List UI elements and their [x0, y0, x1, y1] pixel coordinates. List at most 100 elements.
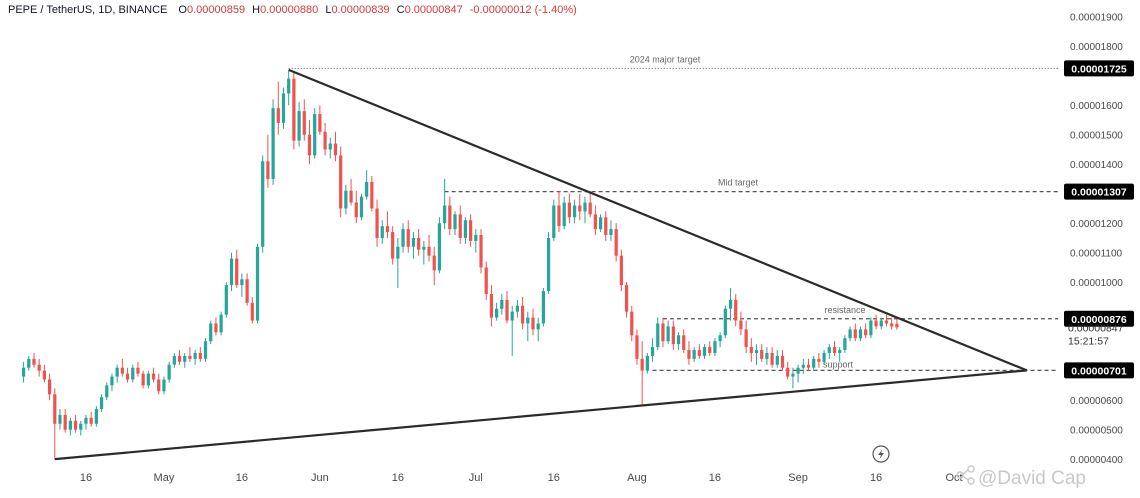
candle-body — [474, 235, 478, 241]
candle-down — [375, 199, 379, 247]
y-tick-label: 0.00001500 — [1070, 131, 1123, 142]
lightning-bolt-icon[interactable] — [872, 445, 890, 463]
candle-up — [313, 108, 317, 159]
candle-body — [281, 93, 286, 123]
candle-down — [635, 329, 639, 365]
candle-body — [162, 379, 166, 392]
candle-body — [37, 364, 41, 371]
candle-body — [365, 181, 369, 197]
candle-up — [99, 394, 104, 412]
candle-up — [240, 273, 244, 297]
candle-body — [687, 350, 691, 359]
candle-body — [328, 143, 332, 150]
price-tag-label: 0.00000701 — [1071, 365, 1127, 377]
candle-body — [188, 355, 192, 359]
candle-body — [739, 320, 743, 330]
candle-body — [614, 229, 618, 256]
candle-up — [224, 282, 228, 318]
trendline — [54, 369, 1027, 461]
candle-body — [349, 190, 353, 203]
candle-down — [354, 190, 358, 224]
candle-body — [853, 329, 857, 339]
candle-down — [235, 249, 239, 289]
trendlines — [54, 68, 1028, 461]
candle-body — [697, 350, 701, 356]
level-label: 2024 major target — [630, 54, 701, 64]
candle-up — [474, 229, 478, 253]
candle-body — [385, 226, 390, 233]
candle-body — [203, 341, 208, 359]
candle-down — [588, 190, 592, 218]
candle-down — [458, 205, 462, 244]
candle-body — [666, 326, 670, 342]
candle-body — [874, 320, 878, 327]
candle-up — [453, 211, 457, 235]
candle-body — [692, 350, 696, 359]
candle-up — [552, 199, 556, 241]
candle-down — [895, 317, 899, 330]
candle-up — [666, 320, 670, 345]
y-tick-label: 0.00001400 — [1070, 160, 1123, 171]
candle-body — [307, 134, 312, 156]
candle-up — [229, 252, 234, 292]
candle-down — [250, 296, 254, 324]
candle-body — [219, 314, 223, 333]
candle-up — [58, 409, 62, 430]
change-value: -0.00000012 (-1.40%) — [470, 4, 577, 16]
x-tick-label: 16 — [709, 472, 721, 484]
level-label: support — [823, 359, 854, 369]
candle-body — [380, 226, 384, 238]
candle-down — [157, 373, 161, 395]
y-axis: 0.00000400 0.00000500 0.00000600 0.00001000… — [1070, 13, 1123, 466]
candle-up — [94, 406, 98, 427]
candle-up — [401, 223, 405, 253]
candle-down — [125, 367, 130, 383]
candle-down — [42, 364, 46, 383]
candle-down — [307, 119, 312, 165]
candle-up — [411, 232, 416, 259]
candle-body — [796, 367, 800, 374]
candle-down — [136, 361, 140, 377]
candle-up — [21, 361, 26, 383]
candle-down — [640, 341, 644, 407]
candle-up — [510, 305, 514, 356]
y-tick-label: 0.00001100 — [1070, 249, 1123, 260]
candle-body — [479, 235, 483, 268]
close-label: C — [397, 4, 405, 16]
open-label: O — [178, 4, 187, 16]
price-tag-bg — [1064, 183, 1134, 200]
candle-body — [99, 397, 104, 410]
candle-body — [32, 358, 36, 365]
candle-up — [822, 350, 826, 365]
candle-up — [562, 196, 566, 230]
candle-up — [546, 232, 551, 294]
candle-down — [73, 414, 78, 433]
candle-body — [567, 202, 571, 218]
candle-body — [682, 335, 686, 351]
candle-up — [713, 338, 717, 356]
candle-down — [630, 305, 634, 342]
candle-up — [541, 288, 546, 327]
candle-body — [635, 335, 639, 359]
candle-body — [812, 358, 816, 368]
y-tick-label: 0.00001200 — [1070, 219, 1123, 230]
candle-up — [775, 350, 779, 368]
candle-body — [422, 246, 426, 250]
candle-up — [344, 184, 348, 215]
candle-body — [510, 311, 514, 321]
candle-body — [832, 347, 837, 353]
candle-body — [536, 323, 540, 330]
candle-body — [193, 352, 197, 359]
candle-body — [770, 352, 774, 365]
candle-body — [42, 370, 46, 380]
candle-down — [780, 350, 785, 371]
candle-body — [526, 317, 530, 324]
candle-body — [131, 367, 135, 380]
candle-down — [151, 367, 156, 383]
candle-down — [406, 220, 410, 253]
candle-body — [396, 246, 400, 259]
price-tag-bg — [1064, 362, 1134, 379]
price-tag: 0.00001725 — [1064, 60, 1134, 77]
candle-body — [354, 202, 358, 218]
candle-up — [609, 220, 613, 241]
